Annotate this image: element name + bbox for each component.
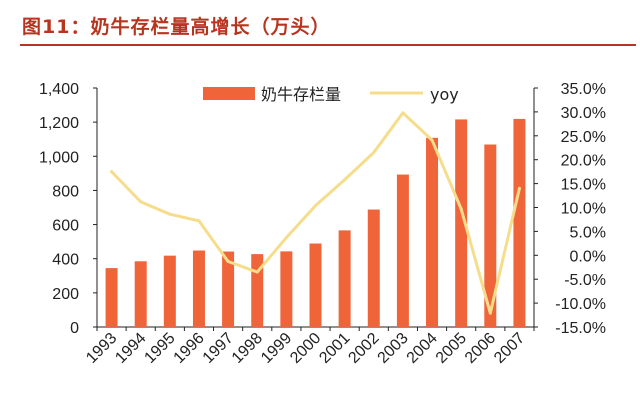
yoy-point-2003: [401, 111, 405, 115]
y-left-tick-label: 0: [70, 320, 79, 337]
bar-1996: [192, 250, 205, 327]
yoy-point-1998: [255, 270, 259, 274]
x-tick-label: 2003: [375, 330, 412, 367]
bar-2006: [484, 144, 497, 327]
y-right-tick-label: -5.0%: [564, 272, 606, 289]
x-tick-label: 1996: [171, 330, 208, 367]
y-right-tick-label: -10.0%: [555, 296, 606, 313]
y-right-tick-label: 0.0%: [570, 248, 606, 265]
title-divider: [20, 44, 636, 46]
yoy-point-1999: [284, 236, 288, 240]
x-tick-label: 2001: [316, 330, 353, 367]
legend: 奶牛存栏量 yoy: [203, 85, 459, 104]
yoy-point-2004: [430, 138, 434, 142]
yoy-point-2006: [488, 311, 492, 315]
y-right-tick-label: 20.0%: [561, 153, 606, 170]
line-series: [110, 111, 521, 315]
bar-1994: [134, 261, 147, 327]
figure-title: 图11：奶牛存栏量高增长（万头）: [22, 16, 331, 38]
x-tick-label: 2007: [491, 330, 528, 367]
y-left-tick-label: 400: [52, 252, 79, 269]
y-left-tick-labels: 0 200 400 600 800 1,000 1,200 1,400: [39, 81, 79, 337]
bar-2005: [455, 119, 468, 327]
bar-series: [105, 118, 526, 327]
y-right-tick-label: 10.0%: [561, 201, 606, 218]
bar-2004: [426, 137, 439, 327]
yoy-point-2000: [314, 204, 317, 208]
y-left-tick-label: 1,200: [39, 115, 79, 132]
y-right-tick-labels: -15.0% -10.0% -5.0% 0.0% 5.0% 10.0% 15.0% 20.0%…: [555, 81, 606, 337]
yoy-point-1993: [110, 170, 114, 174]
y-right-tick-label: 25.0%: [561, 129, 606, 146]
x-tick-label: 1999: [258, 330, 295, 367]
bar-2001: [338, 230, 351, 327]
x-tick-label: 2006: [462, 330, 499, 367]
yoy-point-1994: [139, 200, 143, 204]
x-tick-label: 2000: [287, 330, 324, 367]
y-left-tick-label: 200: [52, 286, 79, 303]
yoy-point-2007: [517, 186, 521, 190]
x-tick-label: 1995: [141, 330, 178, 367]
y-left-tick-label: 1,000: [39, 149, 79, 166]
bar-2002: [367, 209, 380, 327]
bar-2007: [513, 118, 526, 327]
legend-bar-swatch: [203, 87, 255, 100]
x-tick-label: 2004: [404, 330, 441, 367]
y-right-tick-label: 15.0%: [561, 177, 606, 194]
x-tick-label: 1994: [112, 330, 149, 367]
legend-bar-label: 奶牛存栏量: [261, 85, 341, 104]
bar-2000: [309, 243, 322, 327]
yoy-point-1995: [168, 212, 172, 216]
yoy-point-2002: [372, 151, 376, 155]
x-tick-label: 2005: [433, 330, 470, 367]
x-axis-tick-labels: 1993199419951996199719981999200020012002…: [83, 330, 528, 367]
yoy-point-1996: [197, 219, 201, 223]
y-right-tick-label: 5.0%: [570, 224, 606, 241]
bar-1997: [222, 251, 235, 327]
y-left-tick-label: 1,400: [39, 81, 79, 98]
x-tick-label: 1993: [83, 330, 120, 367]
yoy-point-1997: [226, 260, 230, 264]
x-tick-label: 1998: [229, 330, 266, 367]
x-tick-label: 2002: [345, 330, 382, 367]
y-right-tick-label: 35.0%: [561, 81, 606, 98]
bar-2003: [396, 174, 409, 327]
yoy-point-2005: [459, 207, 463, 211]
y-right-tick-label: -15.0%: [555, 320, 606, 337]
yoy-point-2001: [343, 178, 347, 182]
bar-1993: [105, 268, 118, 327]
y-right-tick-label: 30.0%: [561, 105, 606, 122]
bar-1999: [280, 251, 293, 327]
bar-1995: [163, 255, 176, 327]
y-left-tick-label: 800: [52, 183, 79, 200]
legend-line-label: yoy: [430, 85, 459, 104]
y-left-tick-label: 600: [52, 218, 79, 235]
x-tick-label: 1997: [200, 330, 237, 367]
